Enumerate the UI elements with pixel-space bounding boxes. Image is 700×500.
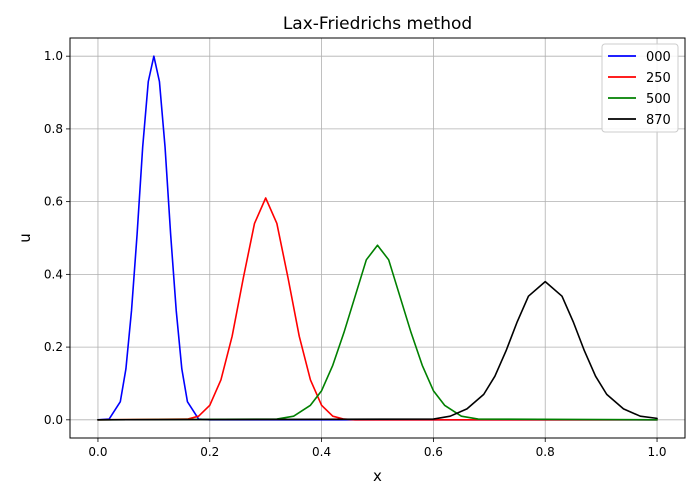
x-tick-label: 0.0	[88, 445, 107, 459]
x-tick-label: 0.6	[424, 445, 443, 459]
x-tick-label: 0.4	[312, 445, 331, 459]
series-line-870	[97, 280, 658, 421]
y-tick-label: 0.4	[44, 267, 63, 281]
series-line-250	[97, 197, 658, 421]
legend-label: 500	[646, 92, 671, 107]
legend-label: 000	[646, 50, 671, 65]
series-line-000	[97, 55, 658, 421]
x-tick-label: 1.0	[647, 445, 666, 459]
x-axis-title: x	[373, 467, 382, 485]
y-axis-title: u	[16, 233, 34, 243]
legend-label: 870	[646, 113, 671, 128]
y-tick-label: 0.8	[44, 122, 63, 136]
x-tick-label: 0.8	[536, 445, 555, 459]
legend-box	[601, 43, 679, 133]
plot-frame	[69, 37, 686, 439]
legend: 000 250 500 870	[601, 43, 679, 133]
x-axis-ticks: 0.0 0.2 0.4 0.6 0.8 1.0	[88, 438, 667, 459]
y-tick-label: 0.0	[44, 413, 63, 427]
x-tick-label: 0.2	[200, 445, 219, 459]
series-line-500	[97, 244, 658, 421]
chart-title: Lax-Friedrichs method	[283, 14, 472, 34]
series-lines	[97, 55, 658, 421]
y-tick-label: 0.6	[44, 195, 63, 209]
y-tick-label: 1.0	[44, 49, 63, 63]
legend-label: 250	[646, 71, 671, 86]
y-tick-label: 0.2	[44, 340, 63, 354]
y-axis-ticks: 0.0 0.2 0.4 0.6 0.8 1.0	[44, 49, 70, 427]
